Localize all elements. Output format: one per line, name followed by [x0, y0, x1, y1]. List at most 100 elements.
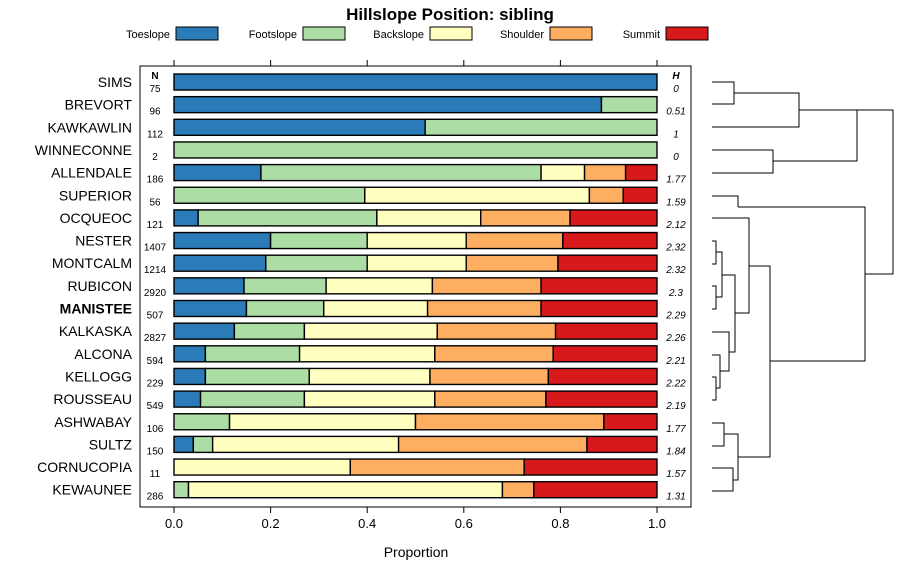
x-tick-label: 0.8 — [551, 516, 569, 531]
h-value: 2.32 — [665, 243, 686, 254]
bar-segment-shoulder — [501, 481, 535, 499]
row-labels: SIMS BREVORT KAWKAWLIN WINNECONNE ALLENDALE S… — [35, 74, 133, 498]
h-value: 0 — [673, 152, 679, 163]
bar-segment-footslope — [197, 209, 378, 227]
x-tick-label: 0.2 — [262, 516, 280, 531]
h-value: 0 — [673, 84, 679, 95]
legend-label-footslope: Footslope — [249, 29, 297, 41]
bar-segment-footslope — [199, 390, 306, 408]
bar-segment-shoulder — [434, 390, 547, 408]
dendrogram — [712, 81, 894, 492]
bar-segment-summit — [540, 277, 658, 295]
bar-segment-backslope — [298, 345, 436, 363]
bar-segment-toeslope — [173, 118, 426, 137]
row-label: NESTER — [75, 233, 132, 249]
bar-segment-shoulder — [431, 277, 542, 295]
bar-segment-shoulder — [583, 163, 627, 182]
bar-segment-summit — [586, 435, 658, 454]
n-labels: 75 96 112 2 186 56 121 1407 1214 2920 507 2827 594 22… — [144, 84, 167, 503]
bar-segment-shoulder — [426, 299, 542, 318]
x-tick-label: 0.6 — [455, 516, 473, 531]
n-value: 229 — [147, 378, 164, 389]
n-value: 186 — [147, 175, 164, 186]
bar-segment-shoulder — [397, 435, 588, 454]
h-value: 0.51 — [666, 107, 685, 118]
n-value: 150 — [147, 446, 164, 457]
h-value: 1.77 — [666, 175, 686, 186]
bar-segment-footslope — [173, 413, 231, 431]
bar-segment-backslope — [376, 209, 482, 227]
row-label: CORNUCOPIA — [37, 459, 133, 475]
bar-segment-footslope — [245, 299, 325, 318]
legend-label-backslope: Backslope — [373, 29, 424, 41]
h-value: 1 — [673, 129, 679, 140]
bar-segment-summit — [622, 186, 658, 204]
bar-segment-backslope — [303, 322, 438, 340]
bar-segment-backslope — [325, 277, 434, 295]
bar-segment-footslope — [173, 141, 658, 159]
legend-label-summit: Summit — [623, 29, 660, 41]
h-value: 1.59 — [666, 197, 686, 208]
bar-segment-backslope — [364, 186, 591, 204]
bar-segment-toeslope — [173, 322, 236, 340]
bar-segment-summit — [554, 322, 658, 340]
x-tick-label: 0.4 — [358, 516, 376, 531]
n-value: 11 — [150, 469, 161, 480]
bar-segment-backslope — [308, 367, 431, 386]
row-label: KELLOGG — [65, 368, 132, 384]
bar-segment-toeslope — [173, 254, 267, 272]
legend-swatch-summit — [665, 26, 709, 41]
bar-segment-shoulder — [434, 345, 554, 363]
bar-segment-shoulder — [465, 254, 559, 272]
bar-segment-toeslope — [173, 73, 658, 91]
bar-segment-footslope — [424, 118, 658, 137]
h-value: 2.32 — [665, 265, 686, 276]
bar-segment-toeslope — [173, 299, 248, 318]
bar-segment-shoulder — [480, 209, 571, 227]
h-header: H — [672, 71, 680, 82]
h-value: 1.77 — [666, 424, 686, 435]
n-value: 96 — [149, 107, 161, 118]
bar-segment-toeslope — [173, 435, 195, 454]
row-label: ROUSSEAU — [53, 391, 132, 407]
bar-segment-footslope — [260, 163, 542, 182]
bar-segment-toeslope — [173, 277, 245, 295]
bar-segment-toeslope — [173, 345, 207, 363]
top-ticks — [173, 60, 658, 66]
bar-segment-backslope — [211, 435, 400, 454]
bar-segment-backslope — [366, 231, 467, 250]
bars — [173, 73, 658, 499]
row-label: ASHWABAY — [54, 414, 132, 430]
legend: Toeslope Footslope Backslope Shoulder Summit — [126, 26, 709, 41]
bar-segment-summit — [533, 481, 658, 499]
row-label: ALCONA — [74, 346, 132, 362]
bar-segment-summit — [603, 413, 658, 431]
bar-segment-backslope — [540, 163, 586, 182]
row-label: KALKASKA — [59, 323, 133, 339]
bar-segment-backslope — [366, 254, 467, 272]
bar-segment-summit — [552, 345, 658, 363]
bar-segment-shoulder — [436, 322, 557, 340]
row-label: ALLENDALE — [51, 165, 132, 181]
n-value: 75 — [149, 84, 161, 95]
bar-segment-summit — [545, 390, 658, 408]
n-value: 1407 — [144, 243, 167, 254]
legend-label-toeslope: Toeslope — [126, 29, 170, 41]
n-value: 1214 — [144, 265, 167, 276]
legend-swatch-footslope — [302, 26, 346, 41]
h-value: 1.84 — [666, 446, 686, 457]
h-value: 2.26 — [665, 333, 686, 344]
bar-segment-footslope — [173, 186, 366, 204]
h-value: 2.22 — [665, 378, 686, 389]
h-labels: 0 0.51 1 0 1.77 1.59 2.12 2.32 2.32 2.3 2.29 2.26 2.… — [665, 84, 686, 503]
row-label: KEWAUNEE — [52, 482, 132, 498]
n-value: 112 — [147, 129, 163, 140]
row-label: SUPERIOR — [59, 187, 132, 203]
bar-segment-shoulder — [465, 231, 564, 250]
bar-segment-footslope — [269, 231, 368, 250]
bar-segment-footslope — [204, 345, 301, 363]
bar-segment-backslope — [187, 481, 504, 499]
n-header: N — [151, 71, 158, 82]
bar-segment-summit — [547, 367, 658, 386]
n-value: 2 — [152, 152, 158, 163]
